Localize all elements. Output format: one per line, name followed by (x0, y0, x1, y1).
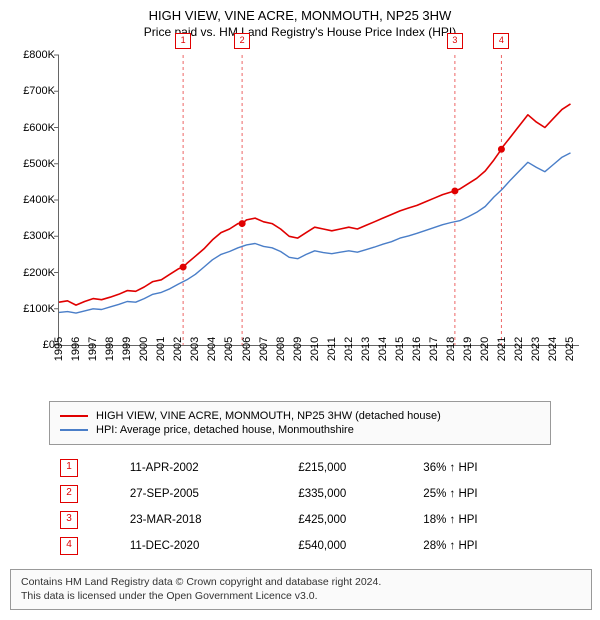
tx-marker: 2 (60, 485, 78, 503)
legend-swatch (60, 429, 88, 431)
tx-price: £335,000 (288, 481, 413, 507)
x-tick-label: 1996 (70, 337, 82, 361)
footer-line: This data is licensed under the Open Gov… (21, 590, 581, 604)
table-row: 3 23-MAR-2018£425,00018% ↑ HPI (50, 507, 550, 533)
x-tick-label: 2004 (206, 337, 218, 361)
event-marker: 4 (493, 33, 509, 49)
x-tick-label: 2011 (326, 337, 338, 361)
tx-marker-cell: 2 (50, 481, 120, 507)
table-row: 2 27-SEP-2005£335,00025% ↑ HPI (50, 481, 550, 507)
x-tick-label: 2021 (496, 337, 508, 361)
x-tick-label: 2007 (258, 337, 270, 361)
x-tick-label: 1995 (53, 337, 65, 361)
legend-item: HIGH VIEW, VINE ACRE, MONMOUTH, NP25 3HW… (60, 410, 540, 422)
tx-pct-vs-hpi: 25% ↑ HPI (413, 481, 550, 507)
plot-svg (59, 55, 579, 345)
x-tick-label: 2008 (275, 337, 287, 361)
x-tick-label: 1999 (121, 337, 133, 361)
tx-pct-vs-hpi: 36% ↑ HPI (413, 455, 550, 481)
tx-date: 23-MAR-2018 (120, 507, 288, 533)
y-tick-label: £300K (23, 230, 55, 242)
tx-marker: 1 (60, 459, 78, 477)
legend-label: HIGH VIEW, VINE ACRE, MONMOUTH, NP25 3HW… (96, 410, 441, 422)
x-tick-label: 2002 (172, 337, 184, 361)
transactions-table: 1 11-APR-2002£215,00036% ↑ HPI 2 27-SEP-200… (50, 455, 550, 559)
x-tick-label: 2006 (241, 337, 253, 361)
tx-price: £540,000 (288, 533, 413, 559)
chart-container: HIGH VIEW, VINE ACRE, MONMOUTH, NP25 3HW… (0, 0, 600, 618)
footer-line: Contains HM Land Registry data © Crown c… (21, 576, 581, 590)
y-tick-label: £800K (23, 49, 55, 61)
table-row: 4 11-DEC-2020£540,00028% ↑ HPI (50, 533, 550, 559)
tx-date: 11-DEC-2020 (120, 533, 288, 559)
x-tick-label: 2023 (530, 337, 542, 361)
x-tick-label: 2018 (445, 337, 457, 361)
x-tick-label: 2012 (343, 337, 355, 361)
x-tick-label: 2010 (309, 337, 321, 361)
tx-date: 11-APR-2002 (120, 455, 288, 481)
x-tick-label: 1998 (104, 337, 116, 361)
tx-marker-cell: 4 (50, 533, 120, 559)
chart-area: £0£100K£200K£300K£400K£500K£600K£700K£80… (10, 49, 590, 389)
x-tick-label: 2025 (564, 337, 576, 361)
event-marker: 2 (234, 33, 250, 49)
x-tick-label: 2005 (223, 337, 235, 361)
tx-marker-cell: 1 (50, 455, 120, 481)
legend-label: HPI: Average price, detached house, Monm… (96, 424, 354, 436)
y-tick-label: £200K (23, 267, 55, 279)
x-tick-label: 2001 (155, 337, 167, 361)
y-tick-label: £700K (23, 85, 55, 97)
x-tick-label: 2017 (428, 337, 440, 361)
event-marker: 3 (447, 33, 463, 49)
tx-date: 27-SEP-2005 (120, 481, 288, 507)
y-tick-label: £400K (23, 194, 55, 206)
y-tick-label: £500K (23, 158, 55, 170)
tx-marker: 4 (60, 537, 78, 555)
y-tick-label: £600K (23, 122, 55, 134)
chart-title: HIGH VIEW, VINE ACRE, MONMOUTH, NP25 3HW (10, 8, 590, 23)
tx-price: £215,000 (288, 455, 413, 481)
legend: HIGH VIEW, VINE ACRE, MONMOUTH, NP25 3HW… (49, 401, 551, 445)
footer-attribution: Contains HM Land Registry data © Crown c… (10, 569, 592, 610)
x-tick-label: 2000 (138, 337, 150, 361)
x-tick-label: 2009 (292, 337, 304, 361)
legend-swatch (60, 415, 88, 417)
table-row: 1 11-APR-2002£215,00036% ↑ HPI (50, 455, 550, 481)
x-tick-label: 2003 (189, 337, 201, 361)
x-tick-label: 2016 (411, 337, 423, 361)
x-tick-label: 2013 (360, 337, 372, 361)
y-tick-label: £100K (23, 303, 55, 315)
x-tick-label: 2015 (394, 337, 406, 361)
event-marker: 1 (175, 33, 191, 49)
legend-item: HPI: Average price, detached house, Monm… (60, 424, 540, 436)
x-tick-label: 2022 (513, 337, 525, 361)
x-tick-label: 2019 (462, 337, 474, 361)
tx-pct-vs-hpi: 28% ↑ HPI (413, 533, 550, 559)
tx-price: £425,000 (288, 507, 413, 533)
x-tick-label: 1997 (87, 337, 99, 361)
x-tick-label: 2020 (479, 337, 491, 361)
tx-marker-cell: 3 (50, 507, 120, 533)
x-tick-label: 2024 (547, 337, 559, 361)
tx-pct-vs-hpi: 18% ↑ HPI (413, 507, 550, 533)
tx-marker: 3 (60, 511, 78, 529)
plot-area: £0£100K£200K£300K£400K£500K£600K£700K£80… (58, 55, 579, 346)
x-tick-label: 2014 (377, 337, 389, 361)
